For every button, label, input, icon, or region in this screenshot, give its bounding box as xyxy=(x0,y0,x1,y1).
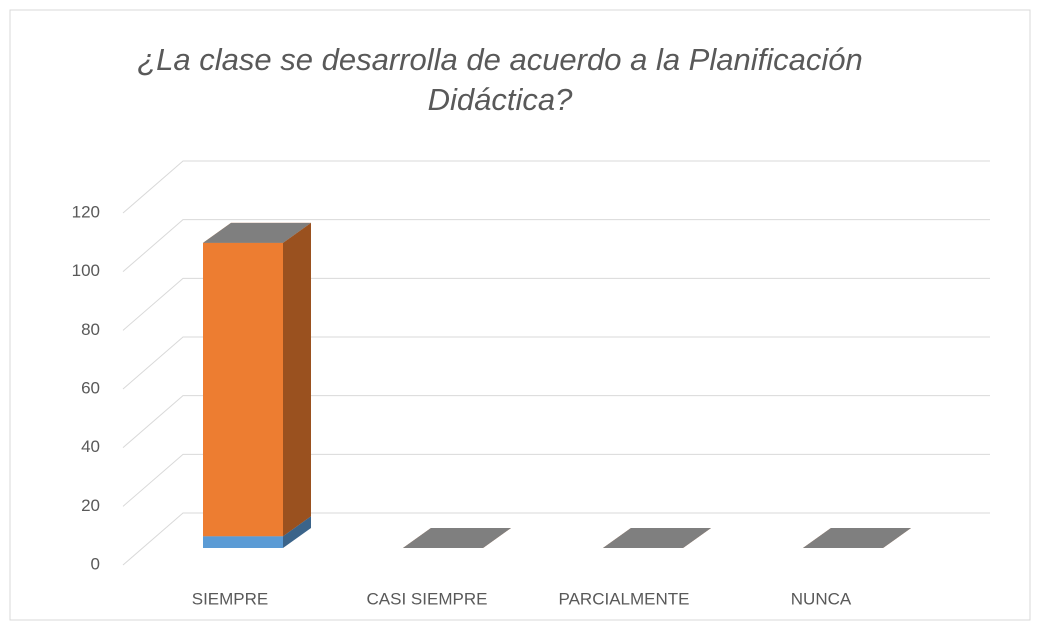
y-tick-label: 40 xyxy=(81,437,100,456)
y-tick-label: 20 xyxy=(81,496,100,515)
bar-top xyxy=(603,528,711,548)
bar-side xyxy=(283,222,311,537)
y-tick-label: 60 xyxy=(81,378,100,397)
y-tick-label: 80 xyxy=(81,320,100,339)
bar-front xyxy=(203,536,283,548)
bar-top xyxy=(403,528,511,548)
x-tick-label: SIEMPRE xyxy=(192,589,269,608)
y-tick-label: 120 xyxy=(72,202,100,221)
bar-top xyxy=(203,222,311,243)
y-tick-label: 0 xyxy=(91,554,100,573)
grid-line xyxy=(122,160,990,214)
bar-segment xyxy=(603,528,711,548)
grid-line xyxy=(122,277,990,331)
grid-line xyxy=(122,395,990,449)
bar-segment xyxy=(803,528,911,548)
chart-border xyxy=(9,9,1031,621)
grid-line xyxy=(122,219,990,273)
x-tick-label: NUNCA xyxy=(791,589,852,608)
x-tick-label: CASI SIEMPRE xyxy=(367,589,488,608)
bar-segment xyxy=(403,528,511,548)
bar-segment xyxy=(203,222,311,243)
grid-line xyxy=(122,453,990,507)
bar-front xyxy=(203,242,283,537)
grid-line xyxy=(122,336,990,390)
grid-line xyxy=(122,512,990,566)
chart-title: ¿La clase se desarrolla de acuerdo a la … xyxy=(137,42,863,117)
bar-segment xyxy=(203,222,311,537)
bar-top xyxy=(803,528,911,548)
y-tick-label: 100 xyxy=(72,261,100,280)
x-tick-label: PARCIALMENTE xyxy=(559,589,690,608)
bar-side xyxy=(283,516,311,548)
